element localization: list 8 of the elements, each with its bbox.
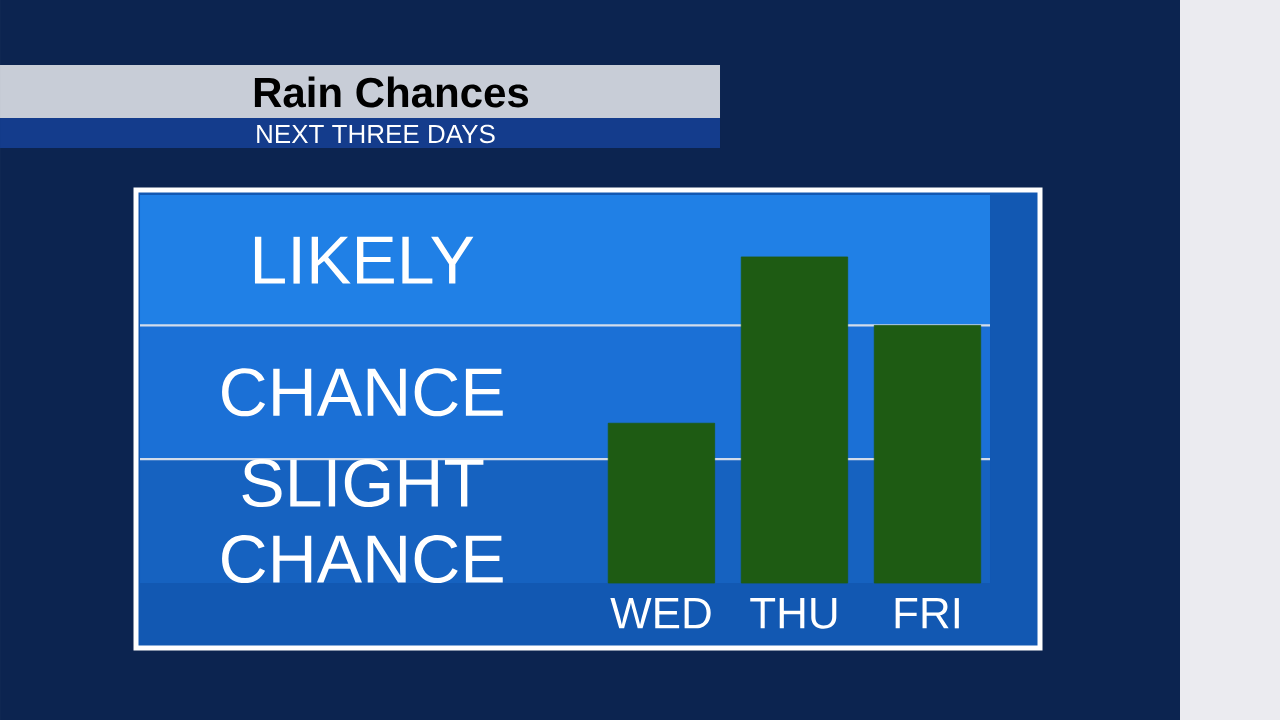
x-tick-label: THU [750, 598, 837, 629]
band-label: CHANCE [222, 368, 503, 417]
x-tick-label: WED [610, 598, 711, 629]
chart-title: Rain Chances [254, 76, 529, 108]
band-label: LIKELY [254, 236, 474, 284]
band-label: SLIGHT CHANCE [222, 458, 503, 584]
text: NEXT THREE DAYS [257, 124, 495, 144]
x-tick-label: FRI [895, 598, 959, 629]
